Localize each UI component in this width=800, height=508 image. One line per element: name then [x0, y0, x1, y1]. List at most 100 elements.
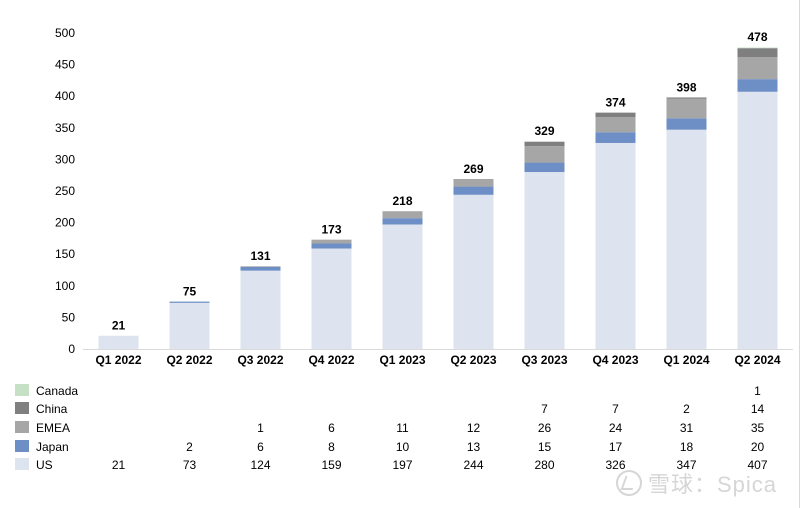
y-tick-label: 100: [55, 279, 75, 293]
bar-segment-emea: [595, 117, 636, 133]
table-cell-value: 7: [612, 402, 619, 416]
bar-segment-emea: [524, 146, 565, 163]
x-tick-label: Q3 2023: [521, 353, 567, 367]
bar-segment-japan: [169, 301, 210, 303]
bar-segment-japan: [524, 162, 565, 173]
watermark: 雪球：Spica: [615, 467, 777, 499]
bar-segment-us: [524, 172, 565, 349]
bar-segment-us: [595, 142, 636, 349]
table-cell-value: 17: [609, 440, 623, 454]
legend-label: Canada: [36, 384, 78, 398]
table-cell-value: 280: [534, 458, 554, 472]
total-label: 173: [321, 223, 341, 237]
y-tick-label: 250: [55, 184, 75, 198]
x-tick-label: Q4 2023: [592, 353, 638, 367]
table-cell-value: 13: [467, 440, 481, 454]
y-tick-label: 200: [55, 216, 75, 230]
bar-segment-canada: [737, 47, 778, 49]
bar-segment-emea: [737, 57, 778, 80]
y-tick-label: 500: [55, 26, 75, 40]
x-tick-label: Q1 2022: [95, 353, 141, 367]
total-label: 75: [183, 285, 197, 299]
table-cell-value: 12: [467, 421, 481, 435]
bar-segment-us: [240, 270, 281, 349]
bar-segment-us: [666, 129, 707, 349]
table-cell-value: 20: [751, 440, 765, 454]
table-cell-value: 244: [463, 458, 483, 472]
table-cell-value: 1: [754, 384, 761, 398]
table-cell-value: 1: [257, 421, 264, 435]
table-cell-value: 21: [112, 458, 126, 472]
table-cell-value: 35: [751, 421, 765, 435]
y-tick-label: 450: [55, 58, 75, 72]
bar-segment-japan: [666, 118, 707, 130]
x-tick-label: Q2 2022: [166, 353, 212, 367]
bar-segment-us: [169, 302, 210, 349]
bar-segment-china: [666, 97, 707, 99]
bar-segment-china: [595, 112, 636, 118]
table-cell-value: 14: [751, 402, 765, 416]
bar-segment-japan: [595, 132, 636, 143]
legend-swatch-china: [15, 402, 29, 414]
bar-segment-emea: [240, 266, 281, 267]
bar-segment-emea: [311, 239, 352, 244]
table-cell-value: 326: [605, 458, 625, 472]
table-cell-value: 18: [680, 440, 694, 454]
table-cell-value: 159: [321, 458, 341, 472]
legend-label: US: [36, 458, 53, 472]
total-label: 374: [605, 96, 625, 110]
total-label: 478: [747, 30, 767, 44]
bar-segment-japan: [453, 186, 494, 195]
y-tick-label: 0: [68, 342, 75, 356]
table-cell-value: 124: [250, 458, 270, 472]
table-cell-value: 2: [683, 402, 690, 416]
watermark-text: 雪球：Spica: [647, 472, 777, 497]
table-cell-value: 11: [396, 421, 409, 435]
table-cell-value: 6: [328, 421, 335, 435]
y-tick-label: 150: [55, 247, 75, 261]
table-cell-value: 8: [328, 440, 335, 454]
bar-segment-us: [311, 248, 352, 349]
table-cell-value: 73: [183, 458, 197, 472]
table-cell-value: 407: [747, 458, 767, 472]
total-label: 269: [463, 162, 483, 176]
y-tick-label: 350: [55, 121, 75, 135]
table-cell-value: 31: [680, 421, 694, 435]
table-cell-value: 347: [676, 458, 696, 472]
bar-segment-japan: [737, 79, 778, 92]
bar-segment-japan: [240, 266, 281, 271]
table-cell-value: 7: [541, 402, 548, 416]
x-tick-label: Q4 2022: [308, 353, 354, 367]
table-cell-value: 197: [392, 458, 412, 472]
bar-segment-china: [524, 141, 565, 147]
bar-segment-us: [737, 91, 778, 349]
y-tick-label: 50: [62, 310, 76, 324]
legend-swatch-emea: [15, 421, 29, 433]
y-tick-label: 400: [55, 89, 75, 103]
y-tick-label: 300: [55, 152, 75, 166]
bar-segment-us: [382, 224, 423, 349]
bar-segment-japan: [382, 218, 423, 225]
bar-segment-emea: [666, 98, 707, 119]
legend-swatch-canada: [15, 384, 29, 396]
legend-label: EMEA: [36, 421, 70, 435]
total-label: 329: [534, 124, 554, 138]
legend-label: Japan: [36, 440, 69, 454]
total-label: 131: [250, 249, 270, 263]
table-cell-value: 10: [396, 440, 410, 454]
total-label: 398: [676, 80, 696, 94]
x-tick-label: Q3 2022: [237, 353, 283, 367]
bar-segment-emea: [453, 178, 494, 187]
watermark-logo-icon: [615, 470, 642, 496]
legend-swatch-us: [15, 458, 29, 470]
total-label: 21: [112, 319, 126, 333]
bar-segment-emea: [382, 211, 423, 219]
bar-segment-china: [737, 48, 778, 58]
table-cell-value: 15: [538, 440, 552, 454]
bar-segment-us: [98, 335, 139, 349]
bar-segment-us: [453, 194, 494, 349]
x-tick-label: Q1 2024: [663, 353, 709, 367]
x-tick-label: Q2 2024: [734, 353, 780, 367]
